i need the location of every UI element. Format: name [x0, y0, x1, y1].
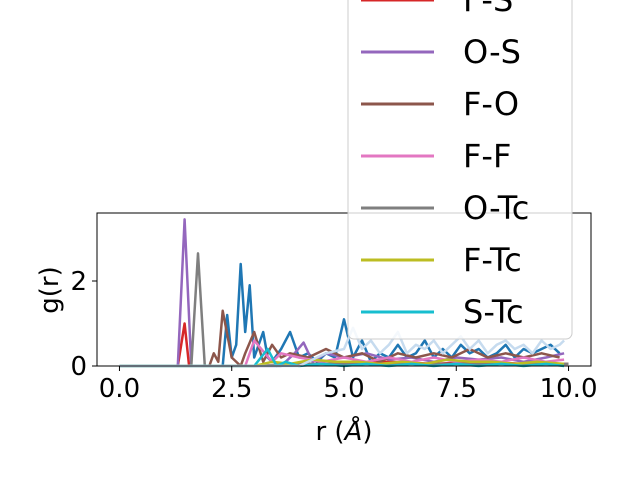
x-tick-label: 5.0 [323, 374, 364, 404]
legend-label: F-F [463, 137, 511, 175]
y-axis: 02 [70, 267, 97, 382]
x-tick-label: 10.0 [540, 374, 598, 404]
legend-label: O-S [463, 33, 521, 71]
y-axis-label: g(r) [35, 266, 65, 313]
legend-label: F-S [463, 0, 513, 19]
x-axis: 0.0 2.5 5.0 7.5 10.0 [99, 366, 598, 404]
legend-label: F-O [463, 85, 519, 123]
legend-box [347, 0, 573, 340]
series-line-s-tc [119, 347, 565, 368]
legend-label: F-Tc [463, 241, 522, 279]
x-tick-label: 2.5 [211, 374, 252, 404]
series-line-9 [119, 326, 565, 368]
x-tick-label: 0.0 [99, 374, 140, 404]
y-tick-label: 0 [70, 352, 87, 382]
x-tick-label: 7.5 [436, 374, 477, 404]
legend-label: S-Tc [463, 293, 524, 331]
legend: F-S O-S F-O F-F O-Tc F-Tc S-Tc [347, 0, 573, 340]
series-line-f-o [119, 309, 560, 368]
x-axis-label: r (Å) [315, 415, 372, 447]
legend-label: O-Tc [463, 189, 529, 227]
y-tick-label: 2 [70, 267, 87, 297]
